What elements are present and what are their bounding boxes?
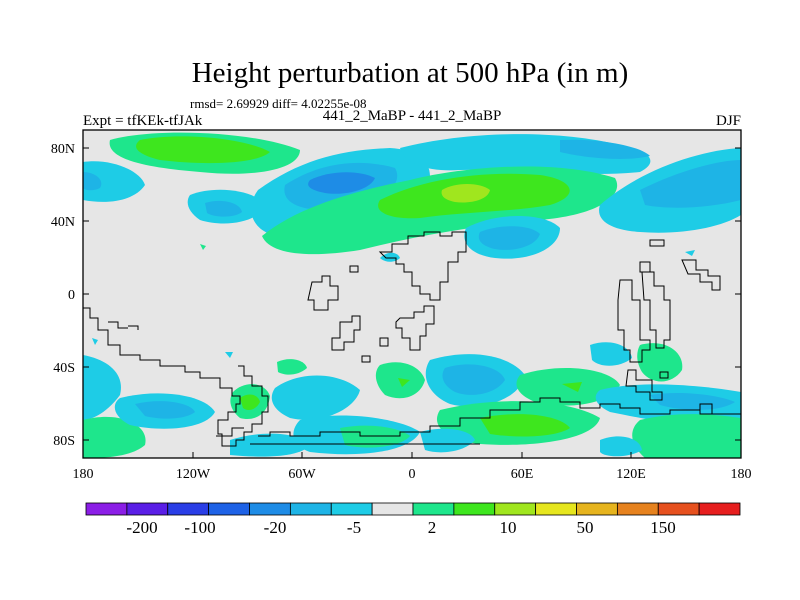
lon-tick-label: 60E	[511, 467, 534, 482]
lon-tick-label: 0	[409, 467, 416, 482]
colorbar-swatch	[453, 502, 496, 516]
colorbar-label: 2	[428, 518, 437, 537]
colorbar-swatch	[412, 502, 455, 516]
axis-ticks	[82, 147, 742, 458]
colorbar	[85, 502, 741, 516]
center-label: 441_2_MaBP - 441_2_MaBP	[323, 108, 502, 124]
contour-fill	[83, 132, 741, 458]
colorbar-swatch	[616, 502, 659, 516]
colorbar-swatch	[289, 502, 332, 516]
lat-tick-label: 80S	[53, 434, 75, 449]
lat-tick-label: 40S	[53, 361, 75, 376]
colorbar-label: -5	[347, 518, 361, 537]
colorbar-label: 50	[577, 518, 594, 537]
figure-title: Height perturbation at 500 hPa (in m)	[192, 57, 629, 89]
lat-tick-label: 80N	[51, 142, 75, 157]
lon-tick-label: 120E	[616, 467, 646, 482]
colorbar-swatch	[126, 502, 169, 516]
colorbar-label: -20	[264, 518, 287, 537]
lon-tick-label: 180	[731, 467, 752, 482]
lon-tick-label: 120W	[176, 467, 211, 482]
coastlines	[83, 231, 741, 447]
colorbar-label: -100	[184, 518, 215, 537]
lat-tick-label: 0	[68, 288, 75, 303]
colorbar-swatch	[535, 502, 577, 516]
colorbar-label: 150	[650, 518, 676, 537]
colorbar-swatch	[85, 502, 128, 516]
colorbar-swatch	[494, 502, 537, 516]
colorbar-swatch	[249, 502, 291, 516]
colorbar-label: 10	[500, 518, 517, 537]
colorbar-swatch	[698, 502, 741, 516]
colorbar-swatch	[330, 502, 373, 516]
right-label: DJF	[716, 113, 741, 129]
colorbar-swatch	[371, 502, 414, 516]
colorbar-swatch	[167, 502, 210, 516]
lat-tick-label: 40N	[51, 215, 75, 230]
lon-tick-label: 180	[73, 467, 94, 482]
colorbar-swatch	[657, 502, 700, 516]
map-panel	[82, 129, 742, 459]
lon-tick-label: 60W	[288, 467, 316, 482]
colorbar-swatch	[576, 502, 618, 516]
stats-label: rmsd= 2.69929 diff= 4.02255e-08	[190, 96, 367, 111]
colorbar-label: -200	[126, 518, 157, 537]
left-label: Expt = tfKEk-tfJAk	[83, 113, 203, 129]
colorbar-swatch	[208, 502, 250, 516]
